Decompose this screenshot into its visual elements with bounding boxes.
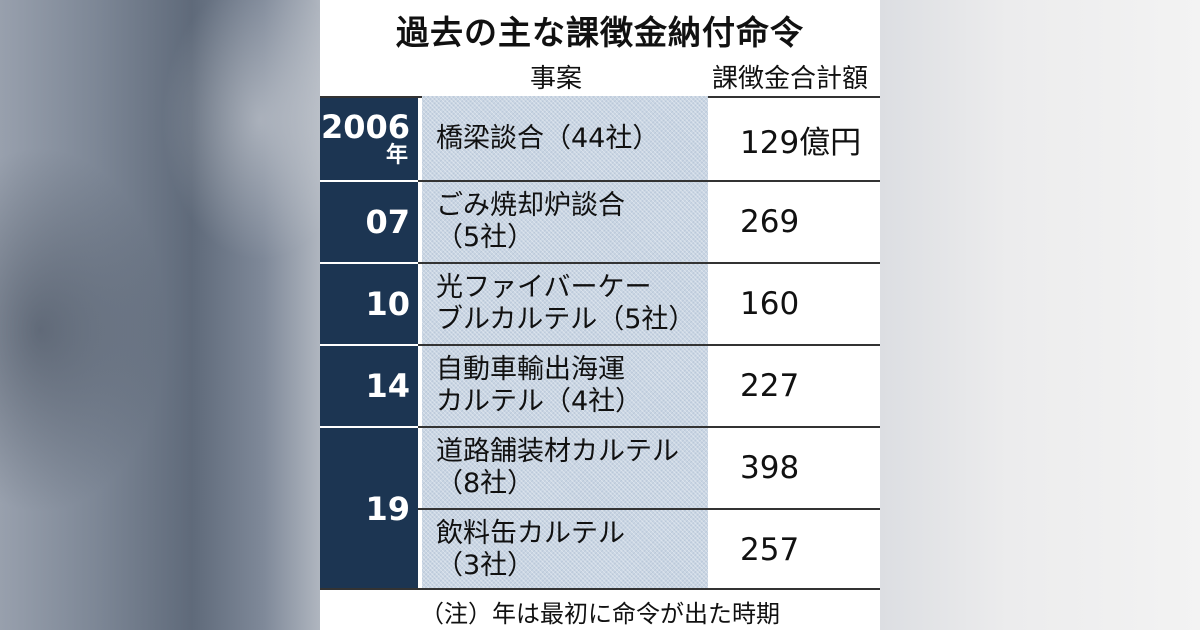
amount-cell: 160	[708, 264, 880, 344]
case-cell: ごみ焼却炉談合 （5社）	[422, 182, 708, 262]
year-divider	[320, 344, 418, 346]
case-line-1: ごみ焼却炉談合	[436, 190, 625, 222]
case-cell: 自動車輸出海運 カルテル（4社）	[422, 346, 708, 426]
background-left	[0, 0, 320, 630]
row-divider	[418, 262, 880, 264]
year-label: 19	[365, 490, 410, 528]
amount-cell: 269	[708, 182, 880, 262]
column-header-case: 事案	[530, 64, 583, 94]
year-divider	[320, 180, 418, 182]
year-label: 07	[365, 203, 410, 241]
case-cell: 飲料缶カルテル （3社）	[422, 510, 708, 590]
year-divider	[320, 426, 418, 428]
year-divider	[320, 262, 418, 264]
fine-table: 2006 年 橋梁談合（44社） 129億円 07 ごみ焼却炉談合 （5社） 2…	[320, 96, 880, 590]
case-cell: 橋梁談合（44社）	[422, 98, 708, 180]
amount-value: 227	[740, 368, 800, 404]
amount-value: 160	[740, 286, 800, 322]
case-column-background	[422, 96, 708, 590]
case-line-2: （3社）	[436, 550, 535, 581]
year-suffix: 年	[385, 143, 408, 168]
amount-cell: 227	[708, 346, 880, 426]
amount-cell: 257	[708, 510, 880, 590]
row-divider	[418, 426, 880, 428]
column-header-amount: 課徴金合計額	[712, 64, 869, 94]
amount-cell: 398	[708, 428, 880, 508]
case-line-2: （8社）	[436, 468, 535, 499]
case-line-1: 光ファイバーケー	[436, 272, 652, 304]
year-label: 2006	[320, 108, 410, 146]
table-bottom-rule	[320, 588, 880, 590]
case-line-1: 道路舗装材カルテル	[436, 436, 679, 468]
row-divider	[418, 344, 880, 346]
row-divider	[418, 508, 880, 510]
year-cell-14: 14	[320, 346, 418, 426]
amount-cell: 129億円	[708, 98, 880, 180]
amount-value: 398	[740, 450, 800, 486]
case-line-1: 飲料缶カルテル	[436, 518, 625, 550]
amount-value: 269	[740, 204, 800, 240]
page-title: 過去の主な課徴金納付命令	[396, 13, 804, 52]
year-cell-10: 10	[320, 264, 418, 344]
year-cell-19: 19	[320, 428, 418, 590]
case-line-2: カルテル（4社）	[436, 386, 643, 417]
year-label: 10	[365, 285, 410, 323]
year-cell-2006: 2006 年	[320, 98, 418, 180]
year-cell-07: 07	[320, 182, 418, 262]
case-cell: 道路舗装材カルテル （8社）	[422, 428, 708, 508]
footnote: （注）年は最初に命令が出た時期	[420, 600, 780, 628]
case-line-1: 自動車輸出海運	[436, 354, 625, 386]
amount-value: 257	[740, 532, 800, 568]
case-line-2: （5社）	[436, 222, 535, 253]
background-right	[880, 0, 1200, 630]
case-line-2: ブルカルテル（5社）	[436, 304, 696, 335]
infographic-card: 過去の主な課徴金納付命令 事案 課徴金合計額 2006 年 橋梁談合（44社） …	[320, 0, 880, 630]
case-cell: 光ファイバーケー ブルカルテル（5社）	[422, 264, 708, 344]
amount-value: 129億円	[740, 124, 862, 161]
year-label: 14	[365, 367, 410, 405]
row-divider	[418, 180, 880, 182]
case-line-1: 橋梁談合（44社）	[436, 123, 660, 155]
